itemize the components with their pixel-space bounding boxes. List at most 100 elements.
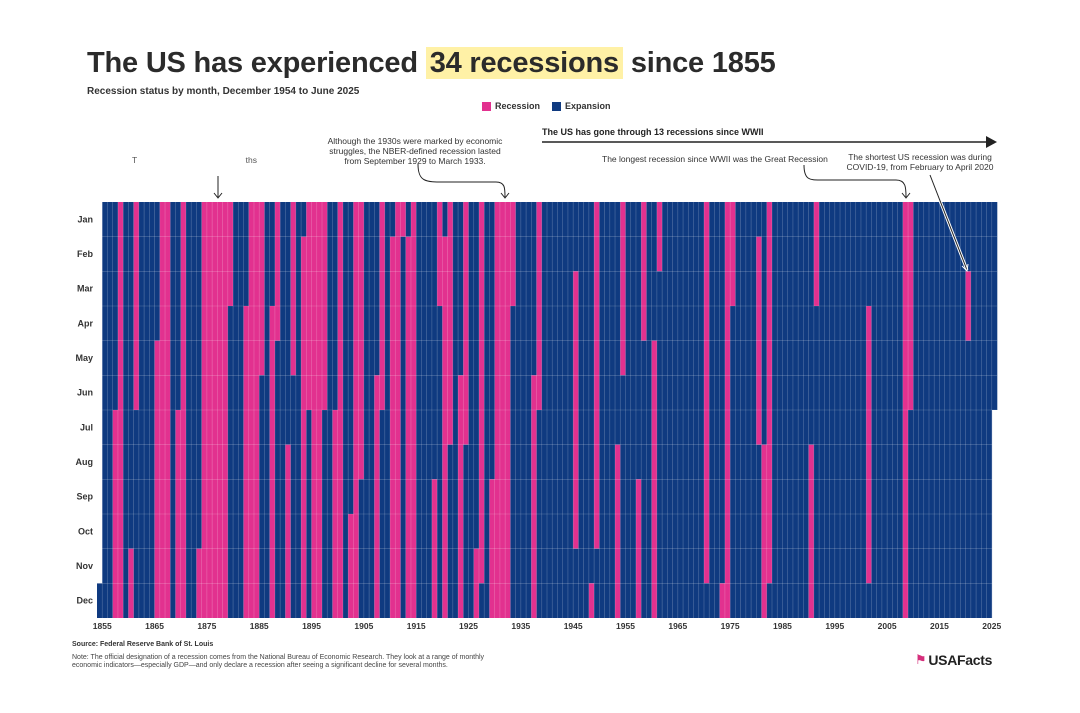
expansion-cell: [829, 202, 836, 618]
year-tick-label: 1955: [616, 621, 635, 631]
month-label: Jun: [77, 388, 93, 398]
annotation-connector-thirties: [417, 163, 506, 198]
expansion-cell: [625, 202, 632, 618]
expansion-cell: [473, 202, 480, 549]
expansion-cell: [149, 202, 155, 618]
recession-cell: [322, 202, 328, 410]
expansion-cell: [620, 375, 626, 618]
recession-cell: [730, 202, 736, 306]
recession-cell: [222, 202, 229, 618]
legend-swatch-expansion: [552, 101, 562, 111]
recession-cell: [813, 202, 820, 306]
recession-cell: [227, 202, 234, 306]
expansion-cell: [342, 202, 349, 618]
expansion-cell: [541, 202, 548, 618]
expansion-cell: [484, 202, 490, 618]
recession-cell: [615, 444, 621, 618]
expansion-cell: [740, 202, 747, 618]
annotation-arrow-thirties-head: [500, 192, 510, 199]
recession-cell: [379, 202, 386, 410]
expansion-cell: [547, 202, 553, 618]
expansion-cell: [442, 202, 448, 237]
expansion-cell: [599, 202, 605, 618]
expansion-cell: [735, 202, 741, 618]
year-tick-label: 1965: [668, 621, 687, 631]
year-tick-label: 1855: [93, 621, 112, 631]
expansion-cell: [421, 202, 427, 618]
recession-cell: [499, 202, 506, 618]
expansion-cell: [641, 340, 647, 618]
expansion-cell: [881, 202, 888, 618]
recession-cell: [463, 202, 469, 445]
expansion-cell: [719, 202, 726, 584]
expansion-cell: [703, 583, 710, 618]
month-label: Oct: [78, 526, 93, 536]
expansion-cell: [144, 202, 150, 618]
month-label: Jul: [80, 422, 93, 432]
expansion-cell: [264, 202, 270, 618]
year-tick-label: 1935: [511, 621, 530, 631]
expansion-cell: [400, 236, 407, 619]
expansion-cell: [970, 202, 977, 618]
expansion-cell: [374, 202, 380, 376]
expansion-cell: [871, 202, 877, 618]
expansion-cell: [431, 202, 438, 480]
annotation-faded: T ths: [132, 155, 258, 165]
month-label: Apr: [78, 318, 94, 328]
expansion-cell: [960, 202, 966, 618]
recession-cell: [128, 548, 134, 618]
expansion-cell: [819, 202, 825, 618]
expansion-cell: [824, 202, 830, 618]
expansion-cell: [588, 202, 595, 584]
expansion-cell: [672, 202, 679, 618]
recession-cell: [112, 410, 119, 618]
recession-cell: [400, 202, 407, 237]
recession-cell: [159, 202, 166, 618]
expansion-cell: [552, 202, 558, 618]
expansion-cell: [782, 202, 788, 618]
recession-cell: [719, 583, 726, 618]
source-text: Source: Federal Reserve Bank of St. Loui…: [72, 641, 214, 648]
expansion-cell: [866, 202, 872, 306]
recession-cell: [175, 410, 182, 618]
expansion-cell: [290, 375, 297, 618]
annotation-arrow-longest-head: [901, 192, 911, 199]
recession-cell: [908, 202, 914, 410]
month-label: Nov: [76, 561, 93, 571]
expansion-cell: [991, 202, 998, 410]
recession-cell: [290, 202, 297, 376]
expansion-cell: [981, 202, 987, 618]
year-tick-label: 1995: [825, 621, 844, 631]
recession-cell: [458, 375, 464, 618]
expansion-cell: [238, 202, 244, 618]
expansion-cell: [965, 202, 972, 272]
expansion-cell: [191, 202, 197, 618]
expansion-cell: [437, 306, 443, 618]
recession-cell: [431, 479, 438, 618]
expansion-cell: [955, 202, 961, 618]
expansion-cell: [667, 202, 673, 618]
annotation-shortest: The shortest US recession was during COV…: [846, 152, 994, 172]
expansion-cell: [426, 202, 433, 618]
recession-cell: [724, 202, 731, 618]
expansion-cell: [976, 202, 982, 618]
expansion-cell: [808, 202, 815, 445]
expansion-cell: [892, 202, 898, 618]
expansion-cell: [123, 202, 129, 618]
expansion-cell: [233, 202, 239, 618]
expansion-cell: [112, 202, 119, 410]
expansion-cell: [363, 202, 370, 618]
expansion-cell: [813, 306, 820, 618]
recession-cell: [442, 236, 448, 619]
subtitle: Recession status by month, December 1954…: [87, 86, 360, 97]
expansion-cell: [646, 202, 652, 618]
recession-cell: [620, 202, 626, 376]
expansion-cell: [274, 340, 281, 618]
expansion-cell: [923, 202, 930, 618]
expansion-cell: [944, 202, 951, 618]
expansion-cell: [860, 202, 867, 618]
expansion-cell: [683, 202, 689, 618]
annotation-thirties: Although the 1930s were marked by econom…: [327, 136, 503, 166]
expansion-cell: [651, 202, 658, 341]
recession-cell: [410, 202, 417, 618]
